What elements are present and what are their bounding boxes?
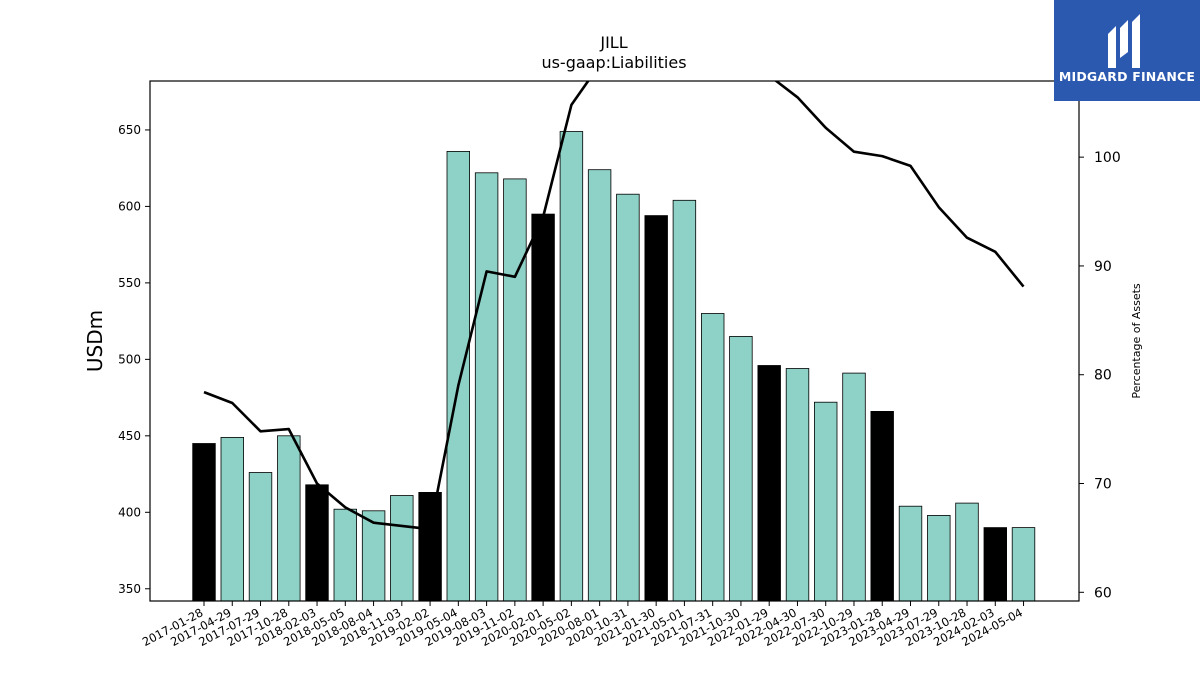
series-line <box>203 81 1025 531</box>
bar <box>305 484 329 602</box>
bar <box>898 505 923 602</box>
plot-frame <box>149 80 1080 602</box>
bar <box>418 491 442 602</box>
bar <box>870 410 894 602</box>
y2-axis-label: Percentage of Assets <box>1130 283 1143 399</box>
bar <box>842 372 866 602</box>
bar <box>192 443 216 602</box>
bar <box>701 313 725 602</box>
bar <box>1011 527 1036 602</box>
bar <box>220 436 245 602</box>
bar <box>446 150 471 602</box>
bar <box>587 169 612 602</box>
y2-tick-label: 60 <box>1094 585 1112 601</box>
y2-tick-label: 70 <box>1094 477 1112 493</box>
y-tick-label: 550 <box>118 276 141 290</box>
axes-layer: 350400450500550600650607080901002017-01-… <box>118 123 1121 649</box>
y2-tick-label: 100 <box>1094 150 1121 166</box>
bar <box>927 515 951 602</box>
bar <box>503 178 527 602</box>
bar <box>390 495 414 602</box>
logo-mark-icon <box>1108 14 1140 68</box>
bar <box>644 215 668 602</box>
brand-logo: MIDGARD FINANCE <box>1054 0 1200 101</box>
bar <box>729 335 753 602</box>
y-tick-label: 600 <box>118 199 141 213</box>
y-tick-label: 350 <box>118 582 141 596</box>
y-tick-label: 400 <box>118 505 141 519</box>
bar <box>814 401 838 602</box>
bar <box>757 365 781 602</box>
chart-subtitle: us-gaap:Liabilities <box>541 53 686 72</box>
bar <box>277 435 301 602</box>
bar <box>248 472 273 602</box>
bar <box>955 502 979 602</box>
y-tick-label: 500 <box>118 352 141 366</box>
bar <box>531 213 555 602</box>
y2-tick-label: 80 <box>1094 368 1112 384</box>
y-tick-label: 450 <box>118 429 141 443</box>
logo-text: MIDGARD FINANCE <box>1058 69 1196 84</box>
bar <box>559 131 584 602</box>
line-layer <box>203 81 1025 531</box>
bar <box>983 527 1008 602</box>
bar <box>785 368 810 602</box>
bar <box>333 508 358 602</box>
bar <box>616 193 640 602</box>
bar <box>672 199 697 602</box>
bar <box>474 172 499 602</box>
bars-layer <box>192 131 1036 602</box>
chart-title: JILL <box>599 33 627 52</box>
y2-tick-label: 90 <box>1094 259 1112 275</box>
y-axis-label: USDm <box>83 310 107 372</box>
y-tick-label: 650 <box>118 123 141 137</box>
